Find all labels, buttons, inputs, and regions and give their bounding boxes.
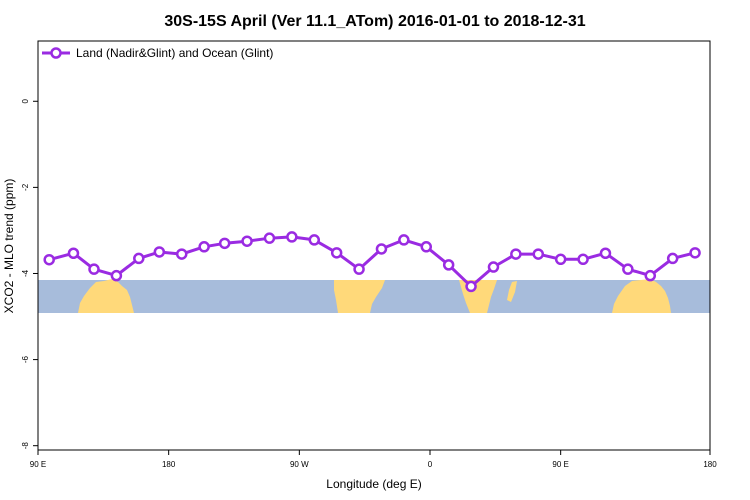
map-strip [38,279,710,313]
y-tick-label: -6 [21,355,30,363]
plot-frame [37,40,711,451]
x-tick-label: 180 [162,460,176,469]
x-tick-label: 0 [428,460,433,469]
series-line [48,235,696,288]
data-point [308,234,321,246]
y-axis-label: XCO2 - MLO trend (ppm) [2,179,16,314]
data-point [218,237,231,250]
data-point [241,235,253,247]
data-point [644,269,657,282]
y-axis: 0 -2 -4 -6 -8 [21,99,38,450]
data-point [599,247,612,259]
data-point [153,246,166,258]
data-point [67,247,80,259]
data-point [487,261,500,273]
x-tick-label: 90 W [290,460,309,469]
data-point [510,248,522,260]
x-tick-label: 180 [703,460,717,469]
data-point [465,280,477,293]
legend-label: Land (Nadir&Glint) and Ocean (Glint) [76,46,273,60]
legend: Land (Nadir&Glint) and Ocean (Glint) [42,46,273,60]
data-point [622,263,634,275]
x-axis-label: Longitude (deg E) [326,477,421,491]
data-point [689,247,701,259]
data-point [666,252,679,265]
legend-marker [50,47,62,59]
data-point [554,253,567,266]
data-point [286,231,298,243]
data-point [532,248,545,260]
y-tick-label: -8 [21,442,30,450]
chart-title: 30S-15S April (Ver 11.1_ATom) 2016-01-01… [164,13,585,30]
data-point [263,232,276,244]
data-point [398,234,410,246]
data-point [353,263,365,275]
data-point [88,263,100,275]
data-point [198,241,210,253]
x-axis: 90 E 180 90 W 0 90 E 180 [30,450,717,469]
data-point [375,243,388,255]
y-tick-label: -2 [21,183,30,191]
data-point [175,248,188,260]
series-layer [43,231,701,293]
data-point [442,259,455,271]
south-america-landmass [334,280,385,313]
data-point [420,241,433,253]
data-point [110,269,123,282]
data-point [43,253,55,266]
data-point [577,253,589,266]
australia-landmass-right [612,279,671,313]
x-tick-label: 90 E [30,460,46,469]
data-point [133,252,145,265]
australia-landmass [78,279,134,313]
y-tick-label: 0 [21,99,30,104]
x-tick-label: 90 E [552,460,568,469]
data-point [330,247,343,259]
y-tick-label: -4 [21,269,30,277]
madagascar-landmass [507,281,517,302]
